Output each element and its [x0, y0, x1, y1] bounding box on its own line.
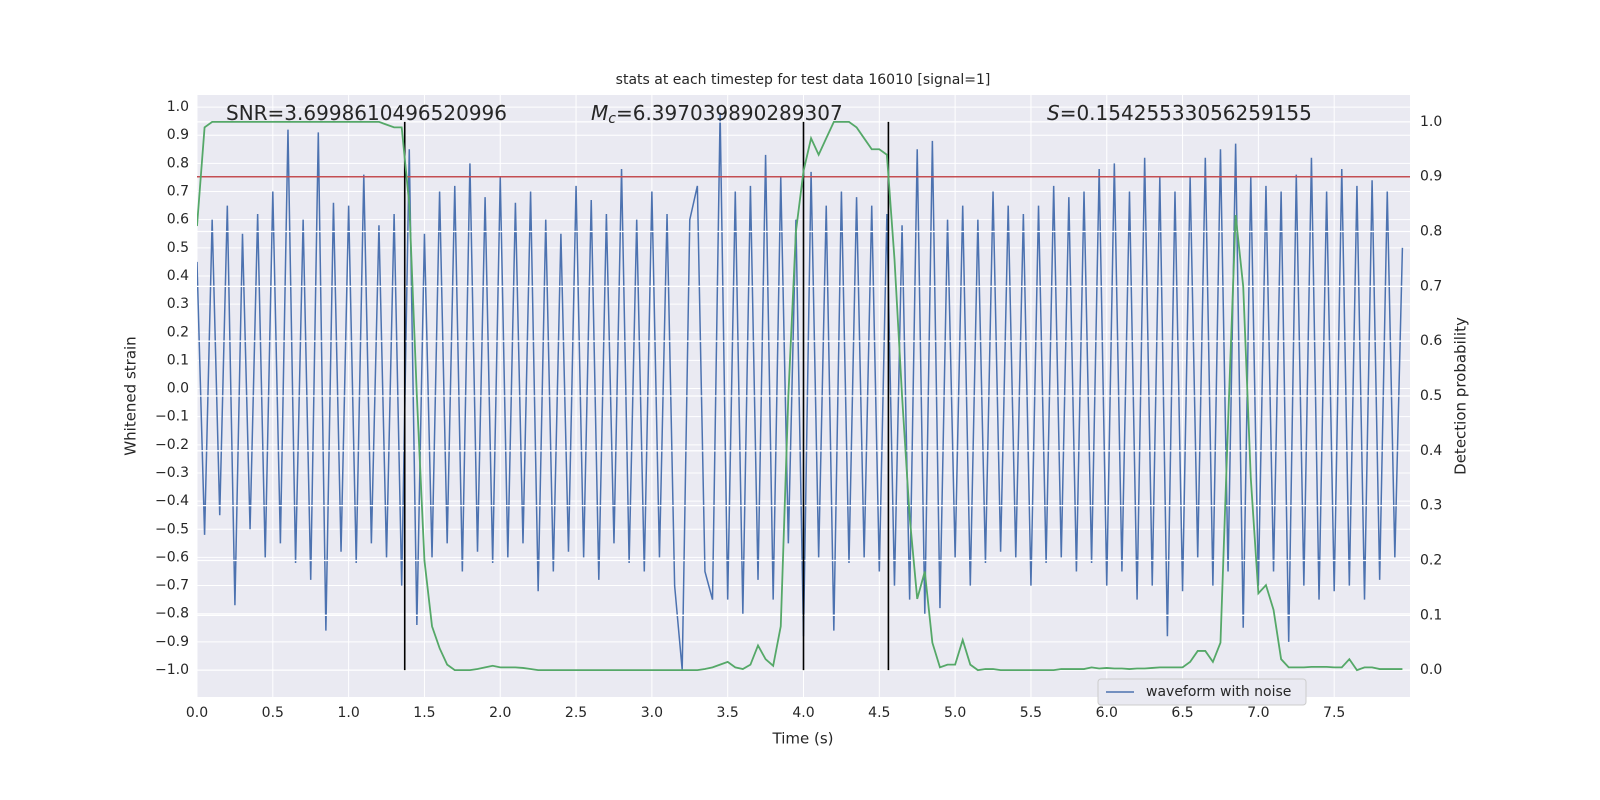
y2-tick-label: 0.2 — [1420, 552, 1442, 568]
y2-tick-label: 0.4 — [1420, 443, 1442, 459]
y-tick-label: −0.9 — [155, 634, 189, 650]
probability-line — [197, 120, 1403, 672]
y2-tick-label: 0.3 — [1420, 498, 1442, 514]
y2-tick-label: 0.7 — [1420, 278, 1442, 294]
legend-label: waveform with noise — [1146, 684, 1291, 700]
y-tick-label: −0.4 — [155, 493, 189, 509]
x-tick-label: 4.0 — [792, 705, 814, 721]
x-tick-label: 3.0 — [641, 705, 663, 721]
x-tick-label: 1.5 — [413, 705, 435, 721]
x-tick-label: 6.5 — [1171, 705, 1193, 721]
y-tick-label: 0.8 — [167, 155, 189, 171]
y-tick-label: 0.2 — [167, 324, 189, 340]
y2-axis-label: Detection probability — [1452, 317, 1470, 475]
y-tick-label: 0.6 — [167, 212, 189, 228]
y-tick-label: 0.0 — [167, 381, 189, 397]
y-tick-label: −0.1 — [155, 409, 189, 425]
y2-tick-label: 1.0 — [1420, 114, 1442, 130]
annotation-text: =0.15425533056259155 — [1060, 101, 1312, 125]
x-tick-label: 2.0 — [489, 705, 511, 721]
annotation: SNR=3.6998610496520996 — [226, 101, 507, 125]
annotation-subscript: c — [608, 111, 616, 127]
y-tick-label: 0.5 — [167, 240, 189, 256]
y-tick-label: −0.3 — [155, 465, 189, 481]
x-tick-label: 0.5 — [262, 705, 284, 721]
annotation-symbol: S — [1047, 101, 1060, 125]
x-tick-label: 0.0 — [186, 705, 208, 721]
annotation: S=0.15425533056259155 — [1047, 101, 1312, 125]
x-tick-label: 2.5 — [565, 705, 587, 721]
y-tick-label: −0.6 — [155, 549, 189, 565]
annotation-text: =6.397039890289307 — [616, 101, 843, 125]
y2-tick-label: 0.0 — [1420, 662, 1442, 678]
annotation-text: SNR=3.6998610496520996 — [226, 101, 507, 125]
x-tick-label: 6.0 — [1096, 705, 1118, 721]
y-tick-label: 0.3 — [167, 296, 189, 312]
legend: waveform with noise — [1097, 678, 1307, 706]
y2-tick-label: 0.8 — [1420, 224, 1442, 240]
waveform-line — [197, 112, 1404, 671]
x-tick-label: 4.5 — [868, 705, 890, 721]
y2-tick-label: 0.9 — [1420, 169, 1442, 185]
x-tick-label: 5.0 — [944, 705, 966, 721]
chart-title: stats at each timestep for test data 160… — [616, 72, 991, 88]
x-tick-label: 5.5 — [1020, 705, 1042, 721]
y-tick-label: 1.0 — [167, 99, 189, 115]
annotation: Mc=6.397039890289307 — [591, 101, 843, 128]
x-axis-label: Time (s) — [772, 730, 834, 748]
y2-tick-label: 0.1 — [1420, 607, 1442, 623]
x-tick-label: 7.5 — [1323, 705, 1345, 721]
y2-tick-label: 0.5 — [1420, 388, 1442, 404]
y-tick-label: −0.7 — [155, 578, 189, 594]
annotation-symbol: M — [591, 101, 608, 125]
y-tick-label: −0.5 — [155, 521, 189, 537]
legend-box — [1097, 678, 1307, 706]
y-tick-label: −0.8 — [155, 606, 189, 622]
y-axis-label: Whitened strain — [122, 336, 140, 455]
plot-layer — [197, 95, 1410, 697]
x-tick-label: 3.5 — [717, 705, 739, 721]
y-tick-label: 0.9 — [167, 127, 189, 143]
y-tick-label: −0.2 — [155, 437, 189, 453]
y2-tick-label: 0.6 — [1420, 333, 1442, 349]
y-tick-label: 0.4 — [167, 268, 189, 284]
y-tick-label: 0.1 — [167, 352, 189, 368]
x-tick-label: 1.0 — [337, 705, 359, 721]
y-tick-label: −1.0 — [155, 662, 189, 678]
x-tick-label: 7.0 — [1247, 705, 1269, 721]
y-tick-label: 0.7 — [167, 184, 189, 200]
